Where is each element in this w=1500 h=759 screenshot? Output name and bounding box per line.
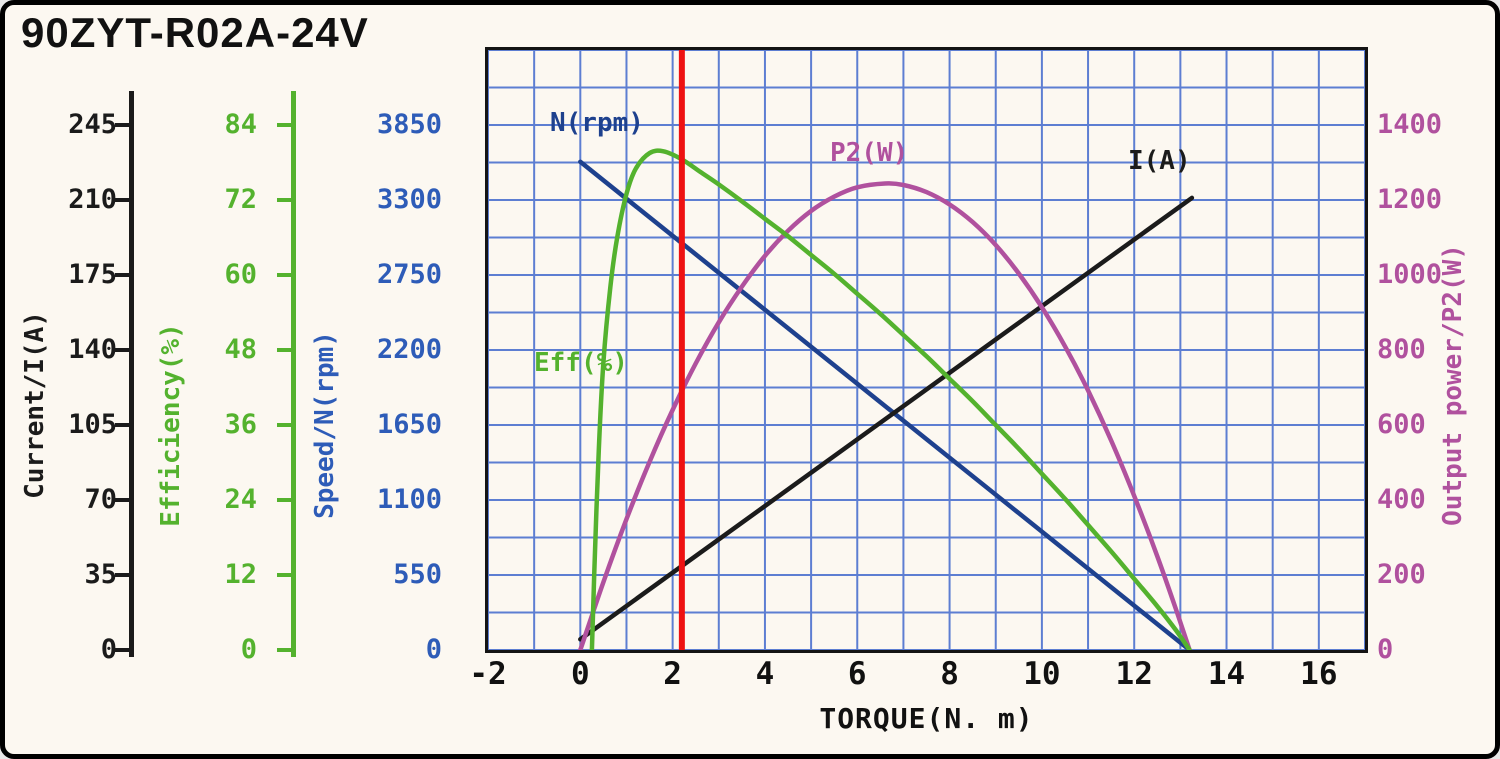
x-axis-title: TORQUE(N. m): [819, 702, 1034, 735]
current-tick-210: 210: [68, 184, 117, 215]
x-tick-0: 0: [570, 656, 590, 692]
efficiency-tick-72: 72: [224, 184, 257, 215]
x-tick--2: -2: [469, 656, 507, 692]
current-axis-tickmark: [115, 348, 129, 352]
efficiency-axis-tickmark: [277, 423, 291, 427]
x-tick-6: 6: [847, 656, 867, 692]
current-axis-tickmark: [115, 498, 129, 502]
current-axis-tickmark: [115, 123, 129, 127]
current-tick-70: 70: [84, 484, 117, 515]
current-axis-tickmark: [115, 648, 129, 652]
efficiency-tick-36: 36: [224, 409, 257, 440]
curve-label-P2(W): P2(W): [830, 138, 909, 168]
x-tick-14: 14: [1207, 656, 1246, 692]
efficiency-axis-tickmark: [277, 648, 291, 652]
efficiency-axis-tickmark: [277, 573, 291, 577]
current-axis-tickmark: [115, 573, 129, 577]
current-tick-175: 175: [68, 259, 117, 290]
x-tick-2: 2: [663, 656, 682, 692]
x-tick-12: 12: [1115, 656, 1153, 692]
current-tick-0: 0: [100, 634, 117, 665]
chart-title: 90ZYT-R02A-24V: [21, 9, 369, 56]
power-tick-400: 400: [1377, 484, 1426, 515]
plot-canvas: [488, 50, 1365, 650]
speed-tick-2750: 2750: [376, 259, 442, 290]
plot-area: N(rpm) I(A) P2(W) Eff(%): [485, 47, 1368, 653]
efficiency-tick-24: 24: [224, 484, 257, 515]
efficiency-axis-tickmark: [277, 498, 291, 502]
speed-tick-2200: 2200: [376, 334, 442, 365]
current-axis-line: [129, 91, 134, 657]
power-tick-200: 200: [1377, 559, 1426, 590]
current-axis-tickmark: [115, 198, 129, 202]
speed-tick-0: 0: [425, 634, 442, 665]
curve-label-N(rpm): N(rpm): [550, 108, 644, 138]
x-tick-16: 16: [1300, 656, 1338, 692]
speed-tick-3300: 3300: [376, 184, 442, 215]
current-tick-105: 105: [68, 409, 117, 440]
current-tick-140: 140: [68, 334, 117, 365]
power-tick-0: 0: [1377, 634, 1394, 665]
efficiency-axis-tickmark: [277, 348, 291, 352]
efficiency-axis-tickmark: [277, 273, 291, 277]
x-tick-10: 10: [1023, 656, 1061, 692]
power-tick-1200: 1200: [1377, 184, 1443, 215]
efficiency-axis-tickmark: [277, 123, 291, 127]
power-tick-800: 800: [1377, 334, 1426, 365]
curve-Eff(%): [589, 148, 1192, 650]
efficiency-axis-line: [291, 91, 296, 657]
current-tick-35: 35: [84, 559, 117, 590]
current-axis-tickmark: [115, 273, 129, 277]
speed-tick-550: 550: [393, 559, 442, 590]
efficiency-tick-60: 60: [224, 259, 257, 290]
curve-label-Eff(%): Eff(%): [534, 348, 628, 378]
x-tick-4: 4: [755, 656, 775, 692]
current-tick-245: 245: [68, 109, 117, 140]
efficiency-axis-tickmark: [277, 198, 291, 202]
current-axis-tickmark: [115, 423, 129, 427]
efficiency-tick-0: 0: [240, 634, 257, 665]
speed-axis-label: Speed/N(rpm): [310, 331, 340, 519]
power-tick-600: 600: [1377, 409, 1426, 440]
efficiency-tick-84: 84: [224, 109, 257, 140]
curve-label-I(A): I(A): [1128, 146, 1191, 176]
speed-tick-3850: 3850: [376, 109, 442, 140]
speed-tick-1100: 1100: [376, 484, 442, 515]
power-tick-1000: 1000: [1377, 259, 1443, 290]
speed-tick-1650: 1650: [376, 409, 442, 440]
power-tick-1400: 1400: [1377, 109, 1443, 140]
efficiency-tick-12: 12: [224, 559, 257, 590]
efficiency-tick-48: 48: [224, 334, 257, 365]
x-tick-8: 8: [940, 656, 959, 692]
